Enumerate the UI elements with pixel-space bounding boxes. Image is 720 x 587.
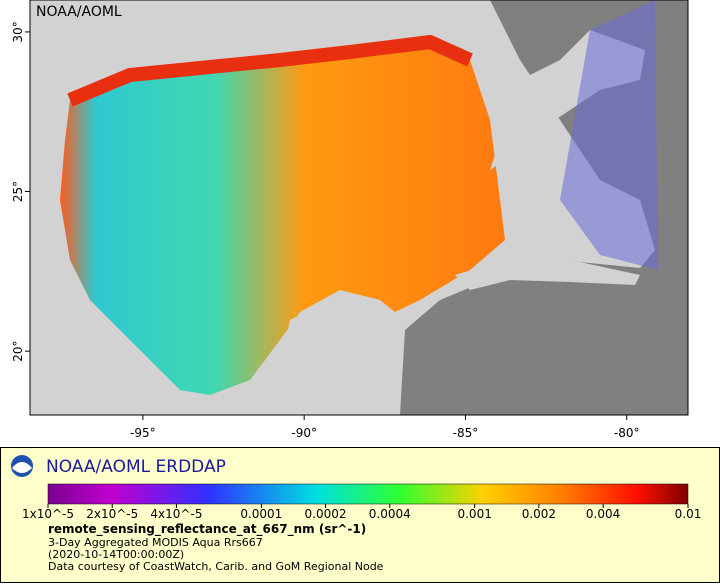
description-line: 3-Day Aggregated MODIS Aqua Rrs667 <box>48 536 263 549</box>
description-line: (2020-10-14T00:00:00Z) <box>48 548 184 561</box>
x-tick-label: -80° <box>614 426 640 440</box>
watermark: NOAA/AOML <box>36 4 122 20</box>
colorbar-tick-label: 2x10^-5 <box>86 507 138 521</box>
y-tick-label: 30° <box>11 21 25 42</box>
y-tick-label: 20° <box>11 341 25 362</box>
noaa-logo-wave <box>12 462 32 473</box>
colorbar-tick-label: 0.0002 <box>305 507 347 521</box>
map-frame <box>29 0 689 416</box>
legend-panel: NOAA/AOML ERDDAP remote_sensing_reflecta… <box>0 447 720 583</box>
colorbar-tick-label: 0.004 <box>586 507 620 521</box>
x-tick-label: -90° <box>291 426 317 440</box>
colorbar-tick-label: 0.01 <box>675 507 702 521</box>
panel-bg <box>0 447 720 583</box>
colorbar-tick-label: 1x10^-5 <box>22 507 74 521</box>
colorbar <box>47 483 689 505</box>
map: NOAA/AOML <box>29 0 689 416</box>
atlantic-field <box>560 0 658 270</box>
colorbar-tick-label: 0.0004 <box>369 507 411 521</box>
colorbar-tick-label: 0.0001 <box>240 507 282 521</box>
variable-name: remote_sensing_reflectance_at_667_nm (sr… <box>48 522 366 537</box>
x-tick-label: -85° <box>453 426 479 440</box>
description-line: Data courtesy of CoastWatch, Carib. and … <box>48 560 384 573</box>
colorbar-tick-label: 4x10^-5 <box>150 507 202 521</box>
colorbar-tick-label: 0.001 <box>457 507 491 521</box>
x-tick-label: -95° <box>130 426 156 440</box>
yucatan <box>280 300 400 415</box>
colorbar-tick-label: 0.002 <box>522 507 556 521</box>
legend-title: NOAA/AOML ERDDAP <box>46 457 226 477</box>
reflectance-field <box>60 42 505 395</box>
coastal-high-reflectance <box>67 35 473 107</box>
cuba <box>455 255 640 290</box>
y-tick-label: 25° <box>11 181 25 202</box>
